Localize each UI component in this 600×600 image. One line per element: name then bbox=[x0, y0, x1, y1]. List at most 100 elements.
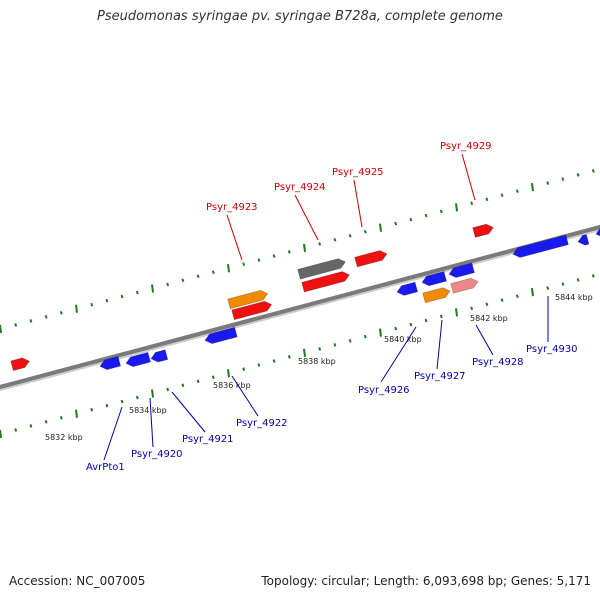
ruler-tick bbox=[29, 319, 33, 323]
ruler-tick bbox=[531, 183, 534, 192]
gene-label: Psyr_4922 bbox=[236, 418, 288, 429]
gene-label: Psyr_4930 bbox=[526, 344, 578, 355]
ruler-tick bbox=[272, 359, 276, 363]
ruler-tick bbox=[211, 375, 215, 380]
ruler-tick bbox=[500, 193, 504, 198]
ruler-tick bbox=[287, 250, 291, 254]
ruler-tick bbox=[59, 310, 63, 315]
ruler-tick bbox=[287, 355, 291, 359]
scale-label: 5842 kbp bbox=[470, 314, 508, 323]
gene-label: Psyr_4923 bbox=[206, 202, 258, 213]
ruler-tick bbox=[135, 290, 139, 295]
gene-label: Psyr_4928 bbox=[472, 357, 524, 368]
gene-arrow bbox=[448, 262, 475, 278]
ruler-tick bbox=[151, 389, 154, 398]
accession-label: Accession: NC_007005 bbox=[9, 574, 146, 588]
ruler-tick bbox=[470, 201, 474, 206]
ruler-tick bbox=[44, 420, 48, 424]
genome-backbone bbox=[0, 224, 600, 390]
gene-label: Psyr_4929 bbox=[440, 141, 492, 152]
ruler-tick bbox=[363, 334, 367, 339]
ruler-tick bbox=[515, 294, 519, 299]
ruler-tick bbox=[424, 318, 428, 323]
ruler-tick bbox=[591, 274, 595, 278]
gene-arrow bbox=[450, 277, 479, 294]
ruler-tick bbox=[14, 428, 18, 432]
genome-summary: Topology: circular; Length: 6,093,698 bp… bbox=[261, 574, 591, 588]
ruler-tick bbox=[500, 298, 504, 303]
gene-label: Psyr_4926 bbox=[358, 385, 410, 396]
gene-label: Psyr_4920 bbox=[131, 449, 183, 460]
gene-arrow bbox=[150, 349, 169, 363]
gene-arrow bbox=[227, 289, 269, 310]
scale-label: 5832 kbp bbox=[45, 433, 83, 442]
ruler-tick bbox=[333, 238, 337, 242]
ruler-tick bbox=[363, 229, 367, 234]
ruler-tick bbox=[303, 348, 306, 358]
ruler-tick bbox=[591, 169, 595, 173]
ruler-tick bbox=[120, 294, 124, 299]
leader-line bbox=[436, 319, 443, 370]
ruler-tick bbox=[90, 302, 94, 307]
gene-label: AvrPto1 bbox=[86, 462, 125, 473]
ruler-tick bbox=[333, 343, 337, 347]
ruler-tick bbox=[105, 403, 109, 408]
leader-line bbox=[171, 391, 206, 433]
leader-line bbox=[226, 214, 243, 261]
ruler-tick bbox=[227, 369, 230, 378]
ruler-tick bbox=[227, 264, 230, 273]
ruler-tick bbox=[424, 213, 428, 218]
gene-arrow bbox=[577, 233, 590, 246]
ruler-tick bbox=[211, 270, 215, 275]
gene-label: Psyr_4921 bbox=[182, 434, 234, 445]
ruler-tick bbox=[470, 306, 474, 311]
ruler-tick bbox=[257, 258, 261, 262]
ruler-tick bbox=[379, 328, 382, 337]
ruler-tick bbox=[135, 395, 139, 400]
leader-line bbox=[353, 179, 363, 228]
ruler-tick bbox=[181, 278, 185, 283]
ruler-tick bbox=[75, 304, 78, 313]
ruler-tick bbox=[181, 383, 185, 388]
ruler-tick bbox=[515, 189, 519, 194]
ruler-tick bbox=[242, 367, 246, 371]
ruler-tick bbox=[59, 415, 63, 420]
ruler-tick bbox=[348, 233, 352, 238]
ruler-tick bbox=[257, 363, 261, 367]
map-title: Pseudomonas syringae pv. syringae B728a,… bbox=[97, 9, 503, 24]
ruler-tick bbox=[151, 284, 154, 293]
ruler-tick bbox=[379, 223, 382, 232]
ruler-tick bbox=[196, 379, 200, 384]
ruler-tick bbox=[14, 323, 18, 327]
gene-arrow bbox=[301, 271, 350, 293]
scale-label: 5836 kbp bbox=[213, 381, 251, 390]
ruler-tick bbox=[318, 242, 322, 246]
ruler-tick bbox=[0, 324, 2, 334]
ruler-tick bbox=[546, 181, 550, 185]
ruler-tick bbox=[455, 203, 458, 212]
gene-arrow bbox=[204, 326, 238, 345]
scale-label: 5838 kbp bbox=[298, 357, 336, 366]
gene-arrow bbox=[396, 281, 419, 296]
gene-arrow bbox=[10, 357, 30, 372]
leader-line bbox=[149, 397, 154, 448]
gene-label: Psyr_4925 bbox=[332, 167, 384, 178]
ruler-tick bbox=[120, 399, 124, 404]
gene-arrow bbox=[472, 223, 494, 238]
leader-line bbox=[231, 375, 259, 417]
ruler-tick bbox=[0, 429, 2, 439]
leader-line bbox=[461, 153, 476, 201]
ruler-tick bbox=[561, 177, 565, 181]
ruler-tick bbox=[196, 274, 200, 279]
ruler-tick bbox=[105, 298, 109, 303]
ruler-tick bbox=[561, 282, 565, 286]
scale-label: 5840 kbp bbox=[384, 335, 422, 344]
leader-line bbox=[475, 324, 494, 356]
ruler-tick bbox=[576, 173, 580, 177]
ruler-tick bbox=[409, 322, 413, 327]
gene-arrow bbox=[512, 234, 569, 258]
ruler-tick bbox=[44, 315, 48, 319]
ruler-tick bbox=[455, 308, 458, 317]
ruler-tick bbox=[485, 302, 489, 307]
